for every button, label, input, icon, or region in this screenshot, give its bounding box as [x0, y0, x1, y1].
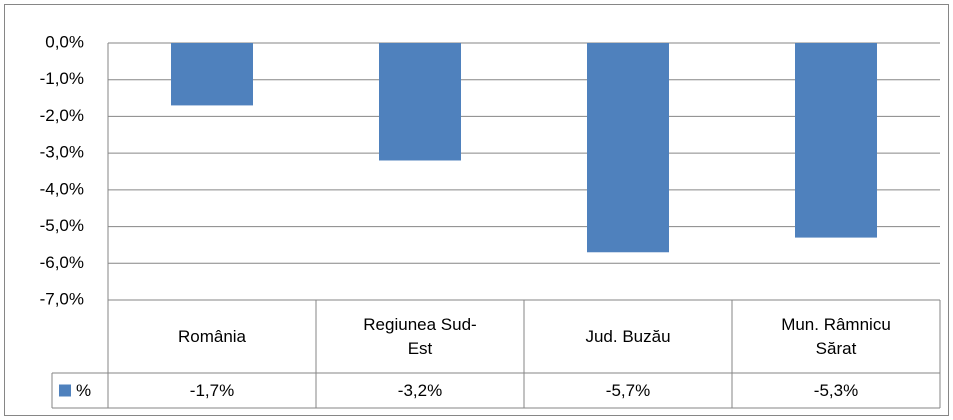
x-tick-label: Mun. Râmnicu Sărat	[781, 314, 891, 358]
y-tick-label: -2,0%	[40, 106, 84, 125]
x-tick-label: România	[177, 326, 247, 346]
chart-border	[4, 4, 949, 416]
y-tick-label: -4,0%	[40, 179, 84, 198]
y-tick-label: -7,0%	[40, 289, 84, 308]
x-tick-label: Jud. Buzău	[585, 326, 671, 346]
category-cell: Regiunea Sud-Est	[363, 314, 477, 358]
data-label: -5,7%	[606, 381, 650, 400]
bar	[795, 43, 877, 238]
legend-swatch	[59, 384, 71, 397]
bar	[587, 43, 669, 253]
data-label: -1,7%	[190, 381, 234, 400]
y-tick-label: -1,0%	[40, 69, 84, 88]
y-tick-label: -5,0%	[40, 216, 84, 235]
category-cell: România	[177, 326, 247, 346]
category-cell: Jud. Buzău	[585, 326, 671, 346]
category-cell: Mun. Râmnicu Sărat	[781, 314, 891, 358]
data-label: -5,3%	[814, 381, 858, 400]
y-tick-label: -3,0%	[40, 143, 84, 162]
data-label: -3,2%	[398, 381, 442, 400]
y-tick-label: 0,0%	[45, 32, 84, 51]
x-tick-label: Regiunea Sud-Est	[363, 314, 477, 358]
legend-label: %	[76, 381, 91, 400]
bar	[171, 43, 253, 106]
y-tick-label: -6,0%	[40, 253, 84, 272]
bar	[379, 43, 461, 161]
